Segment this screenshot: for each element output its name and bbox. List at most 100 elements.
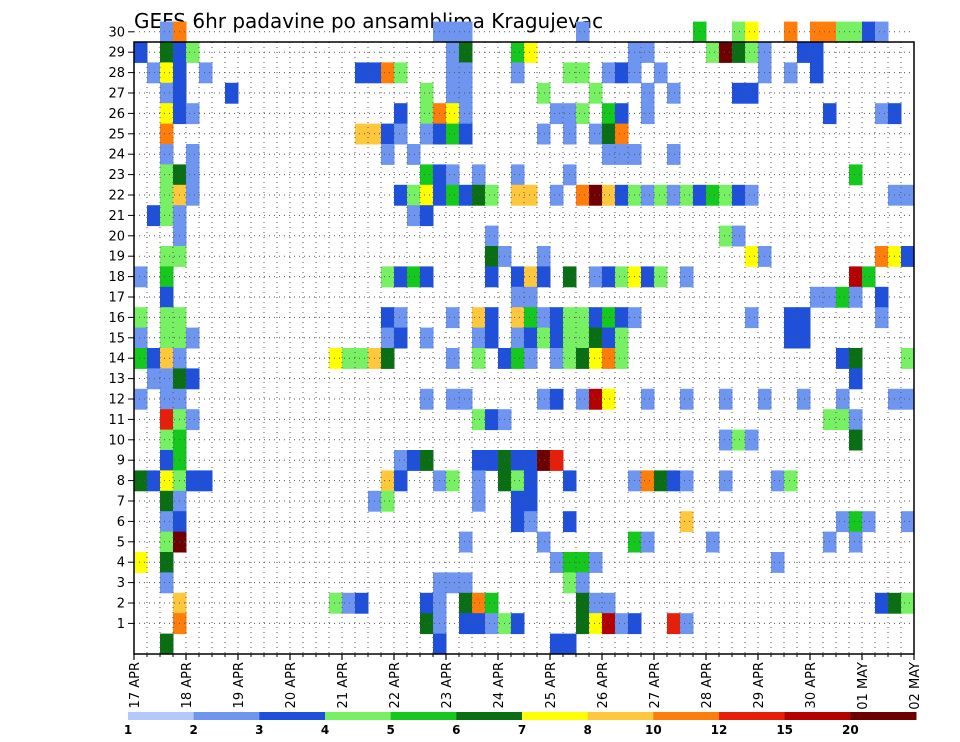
legend-label: 8 bbox=[583, 723, 591, 737]
heatmap-cell bbox=[420, 82, 434, 104]
heatmap-cell bbox=[524, 450, 538, 471]
y-tick-label: 5 bbox=[117, 535, 125, 550]
y-tick-label: 16 bbox=[108, 311, 125, 326]
y-tick-label: 18 bbox=[108, 270, 125, 285]
heatmap-cell bbox=[602, 388, 616, 410]
heatmap-cell bbox=[186, 368, 200, 390]
x-tick-label: 28 APR bbox=[700, 662, 715, 708]
heatmap-cell bbox=[836, 286, 850, 308]
heatmap-cell bbox=[407, 205, 421, 227]
heatmap-cell bbox=[615, 327, 629, 349]
y-tick-label: 12 bbox=[108, 393, 125, 408]
heatmap-cell bbox=[589, 388, 603, 410]
heatmap-cell bbox=[641, 103, 655, 125]
heatmap-cell bbox=[862, 266, 876, 288]
heatmap-cell bbox=[719, 388, 733, 410]
heatmap-cell bbox=[472, 307, 486, 329]
heatmap-cell bbox=[355, 348, 369, 369]
heatmap-cell bbox=[160, 552, 174, 573]
heatmap-cell bbox=[225, 82, 239, 104]
heatmap-cell bbox=[654, 266, 668, 288]
y-tick-label: 14 bbox=[108, 352, 125, 367]
heatmap-cell bbox=[576, 613, 590, 635]
heatmap-cell bbox=[654, 62, 668, 84]
heatmap-cell bbox=[446, 103, 460, 125]
heatmap-cell bbox=[472, 592, 486, 614]
heatmap-cell bbox=[459, 42, 473, 63]
heatmap-cell bbox=[784, 327, 798, 349]
heatmap-cell bbox=[589, 307, 603, 329]
heatmap-cell bbox=[511, 511, 525, 533]
heatmap-cell bbox=[537, 388, 551, 410]
heatmap-cell bbox=[160, 62, 174, 84]
y-tick-label: 30 bbox=[108, 25, 125, 40]
heatmap-cell bbox=[186, 327, 200, 349]
heatmap-cell bbox=[186, 409, 200, 431]
heatmap-cell bbox=[147, 470, 161, 492]
heatmap-cell bbox=[394, 184, 408, 206]
heatmap-cell bbox=[524, 42, 538, 63]
heatmap-cell bbox=[849, 429, 863, 451]
heatmap-cell bbox=[511, 286, 525, 308]
heatmap-cell bbox=[511, 470, 525, 492]
heatmap-cell bbox=[446, 62, 460, 84]
heatmap-cell bbox=[472, 348, 486, 369]
heatmap-cell bbox=[160, 368, 174, 390]
heatmap-cell bbox=[706, 184, 720, 206]
heatmap-cell bbox=[160, 531, 174, 553]
heatmap-cell bbox=[784, 62, 798, 84]
heatmap-cell bbox=[550, 633, 564, 655]
heatmap-cell bbox=[511, 307, 525, 329]
heatmap-cell bbox=[719, 429, 733, 451]
heatmap-cell bbox=[381, 62, 395, 84]
x-tick-label: 25 APR bbox=[544, 662, 559, 708]
heatmap-cell bbox=[524, 348, 538, 369]
heatmap-cell bbox=[849, 409, 863, 431]
heatmap-cell bbox=[472, 327, 486, 349]
heatmap-cell bbox=[537, 531, 551, 553]
heatmap-cell bbox=[641, 184, 655, 206]
y-tick-label: 8 bbox=[117, 474, 125, 489]
heatmap-cell bbox=[160, 184, 174, 206]
heatmap-cell bbox=[667, 470, 681, 492]
heatmap-cell bbox=[550, 348, 564, 369]
heatmap-cell bbox=[550, 450, 564, 471]
heatmap-cell bbox=[901, 388, 914, 410]
heatmap-cell bbox=[420, 205, 434, 227]
heatmap-cell bbox=[459, 62, 473, 84]
heatmap-cell bbox=[602, 144, 616, 165]
heatmap-cell bbox=[420, 388, 434, 410]
heatmap-cell bbox=[446, 388, 460, 410]
x-tick-label: 01 MAY bbox=[856, 662, 871, 710]
heatmap-cell bbox=[810, 62, 824, 84]
x-tick-label: 19 APR bbox=[232, 662, 247, 708]
heatmap-cell bbox=[511, 327, 525, 349]
heatmap-cell bbox=[550, 184, 564, 206]
heatmap-cell bbox=[576, 103, 590, 125]
heatmap-cell bbox=[732, 429, 746, 451]
legend-swatch bbox=[193, 712, 260, 720]
heatmap-cell bbox=[160, 164, 174, 186]
heatmap-cell bbox=[485, 307, 499, 329]
heatmap-cell bbox=[381, 470, 395, 492]
y-tick-label: 10 bbox=[108, 433, 125, 448]
heatmap-cell bbox=[719, 184, 733, 206]
heatmap-cell bbox=[160, 388, 174, 410]
heatmap-cell bbox=[381, 327, 395, 349]
heatmap-cell bbox=[420, 327, 434, 349]
heatmap-cell bbox=[446, 21, 460, 43]
heatmap-cell bbox=[797, 388, 811, 410]
heatmap-cell bbox=[641, 531, 655, 553]
heatmap-cell bbox=[407, 266, 421, 288]
heatmap-cell bbox=[524, 470, 538, 492]
heatmap-cell bbox=[160, 286, 174, 308]
heatmap-cell bbox=[147, 62, 161, 84]
x-axis: 17 APR 18 APR 19 APR 20 APR 21 APR 22 APR 23 A… bbox=[128, 654, 923, 710]
heatmap-cell bbox=[901, 246, 914, 267]
heatmap-cell bbox=[160, 246, 174, 267]
legend-label: 5 bbox=[386, 723, 394, 737]
heatmap-cell bbox=[459, 613, 473, 635]
heatmap-cell bbox=[810, 21, 824, 43]
heatmap-cell bbox=[849, 21, 863, 43]
heatmap-cell bbox=[524, 266, 538, 288]
